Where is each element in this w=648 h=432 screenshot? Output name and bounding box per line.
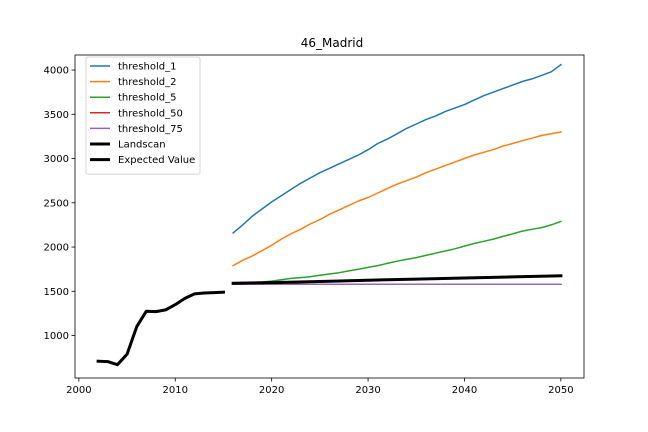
x-axis: 2000 2010 2020 2030 2040 2050 — [66, 378, 574, 396]
x-tick-label-1: 2010 — [163, 385, 188, 396]
legend-label-1: threshold_2 — [118, 77, 176, 88]
legend-label-3: threshold_50 — [118, 108, 183, 119]
y-tick-label-3: 2500 — [44, 198, 69, 209]
plot-frame — [74, 54, 585, 379]
legend-label-0: threshold_1 — [118, 62, 176, 73]
x-tick-label-2: 2020 — [259, 385, 284, 396]
x-tick-label-4: 2040 — [452, 385, 477, 396]
y-tick-label-0: 1000 — [44, 331, 69, 342]
legend-label-4: threshold_75 — [118, 124, 183, 135]
y-tick-label-4: 3000 — [44, 154, 69, 165]
x-tick-label-0: 2000 — [66, 385, 91, 396]
y-tick-label-6: 4000 — [44, 66, 69, 77]
series-line-2 — [232, 220, 562, 285]
y-axis: 1000 1500 2000 2500 3000 3500 4000 — [44, 66, 75, 342]
x-tick-label-3: 2030 — [355, 385, 380, 396]
x-tick-label-5: 2050 — [548, 385, 573, 396]
legend-box — [85, 56, 201, 175]
series-lines — [96, 63, 563, 367]
legend: threshold_1 threshold_2 threshold_5thresho… — [85, 56, 201, 175]
series-line-0 — [232, 63, 562, 234]
y-tick-label-2: 2000 — [44, 243, 69, 254]
y-tick-label-5: 3500 — [44, 110, 69, 121]
legend-label-2: threshold_5 — [118, 93, 176, 104]
series-line-1 — [232, 131, 562, 267]
chart-title: 46_Madrid — [301, 36, 363, 50]
series-line-6 — [231, 274, 563, 285]
y-tick-label-1: 1500 — [44, 287, 69, 298]
legend-label-5: Landscan — [118, 140, 166, 151]
legend-label-6: Expected Value — [118, 155, 195, 166]
series-line-5 — [96, 290, 226, 367]
